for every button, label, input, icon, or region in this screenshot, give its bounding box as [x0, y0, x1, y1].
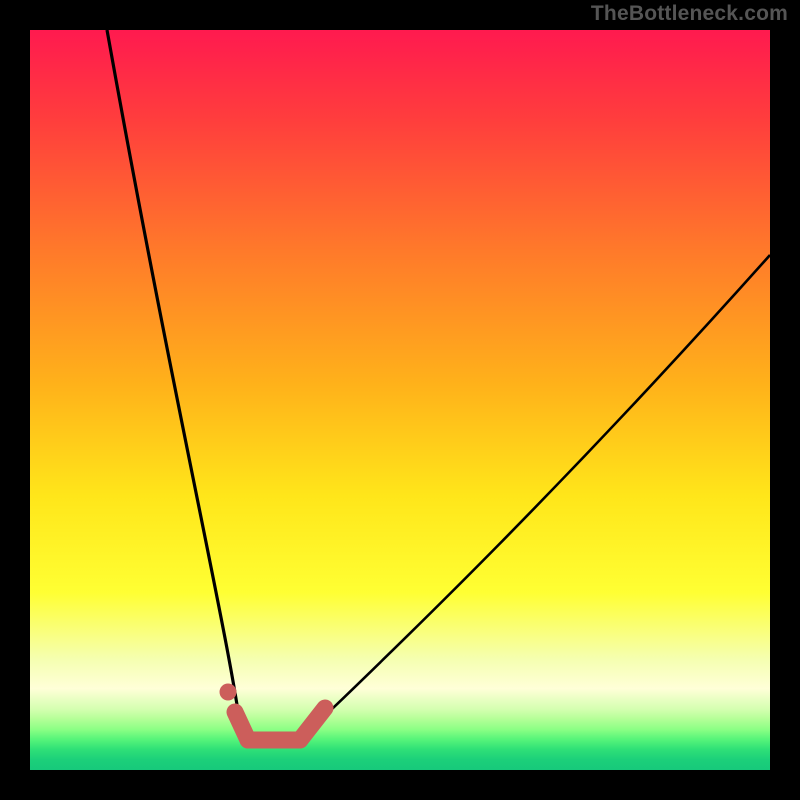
chart-stage: TheBottleneck.com	[0, 0, 800, 800]
cap-left-dot	[220, 684, 237, 701]
bottleneck-chart	[0, 0, 800, 800]
plot-area	[30, 30, 770, 770]
